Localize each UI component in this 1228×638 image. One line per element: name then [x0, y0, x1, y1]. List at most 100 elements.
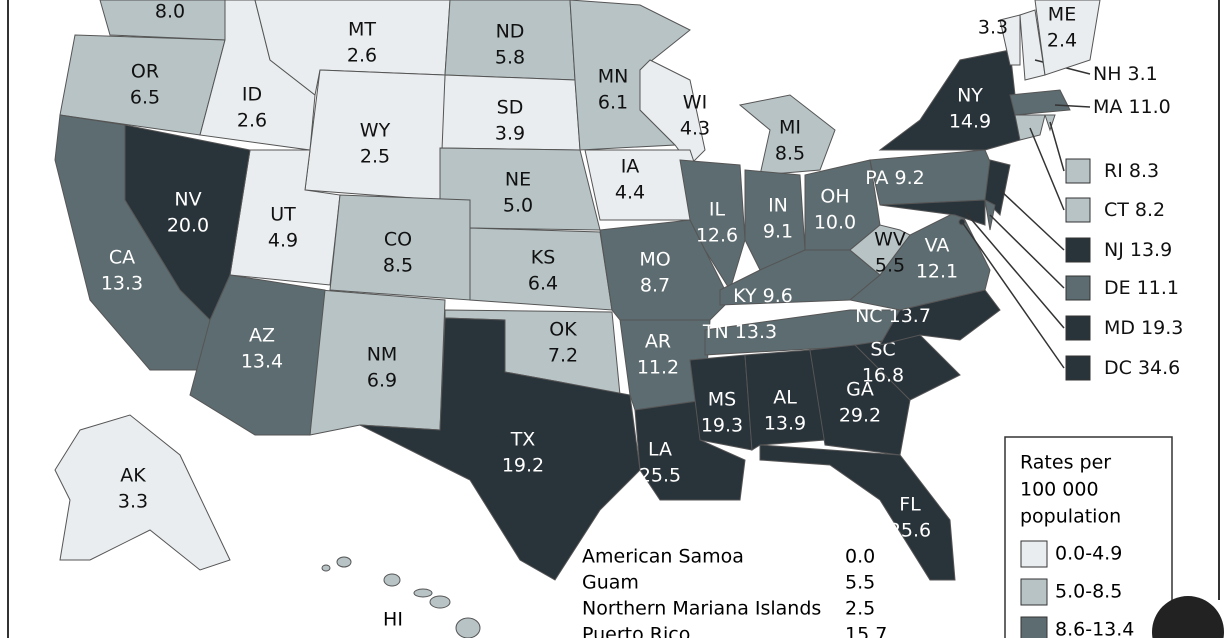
state-name: NJ [1104, 239, 1124, 261]
state-value: 5.8 [495, 47, 525, 69]
territory-name: American Samoa [582, 546, 744, 568]
state-value: 3.9 [495, 123, 525, 145]
state [999, 14, 1021, 66]
state-value: 13.4 [241, 351, 283, 373]
leader-line [989, 214, 1065, 289]
state-value: 2.4 [1047, 30, 1077, 52]
state-label: KY 9.6 [733, 285, 793, 307]
state-value: 10.0 [814, 212, 856, 234]
state-name: IL [709, 199, 726, 221]
state-value: 5.5 [875, 255, 905, 277]
legend-label: 0.0-4.9 [1055, 543, 1122, 565]
state-name: CO [384, 229, 412, 251]
island [429, 595, 451, 609]
state [809, 344, 911, 456]
state-name: OR [131, 61, 159, 83]
leader-line [999, 189, 1065, 251]
state-name: DE [1104, 277, 1131, 299]
swatch [1065, 158, 1091, 184]
state-label: PA 9.2 [865, 167, 925, 189]
hawaii [321, 556, 481, 638]
state-value: 13.9 [764, 413, 806, 435]
state-value: 25.5 [639, 465, 681, 487]
territory-value: 15.7 [845, 624, 887, 638]
state-name: MD [1104, 317, 1135, 339]
state-value: 19.3 [1141, 317, 1183, 339]
state-name: NC [855, 305, 882, 327]
state-name: KS [531, 247, 556, 269]
state-value: 9.2 [895, 167, 925, 189]
state [984, 159, 1011, 217]
legend-label: 5.0-8.5 [1055, 581, 1122, 603]
state [1034, 0, 1101, 76]
state-value: 4.4 [615, 182, 645, 204]
state-value: 34.6 [1138, 357, 1180, 379]
state-label: MD 19.3 [1104, 317, 1183, 339]
state [879, 199, 986, 226]
state-label: DC 34.6 [1104, 357, 1180, 379]
state-name: KY [733, 285, 757, 307]
state-value: 8.7 [640, 275, 670, 297]
state-value: 11.1 [1137, 277, 1179, 299]
state-value: 20.0 [167, 215, 209, 237]
menu-button[interactable] [1152, 596, 1224, 638]
state-name: IN [768, 195, 788, 217]
state-value: 4.9 [268, 230, 298, 252]
state-value: 9.1 [763, 221, 793, 243]
island [321, 564, 331, 572]
island [336, 556, 352, 568]
state-name: CA [109, 247, 135, 269]
leader-line [1054, 104, 1091, 108]
state-name: TX [510, 429, 536, 451]
state-name: FL [899, 494, 921, 516]
swatch [1065, 237, 1091, 263]
state-value: 3.3 [978, 17, 1008, 39]
state-name: UT [270, 204, 296, 226]
leader-line [1029, 127, 1065, 211]
state-name: WV [874, 229, 906, 251]
state-name: CT [1104, 199, 1129, 221]
state-value: 8.5 [775, 143, 805, 165]
state [1009, 89, 1071, 116]
state-value: 9.6 [763, 285, 793, 307]
state-label: HI [383, 609, 403, 631]
legend-label: 8.6-13.4 [1055, 619, 1134, 638]
state [738, 94, 836, 176]
state-name: MO [639, 249, 670, 271]
legend-title: 100 000 [1020, 479, 1099, 501]
legend-title: Rates per [1020, 452, 1111, 474]
state-name: WY [360, 120, 391, 142]
state-label: TN 13.3 [702, 321, 777, 343]
state-name: MA [1093, 96, 1122, 118]
state-name: AR [645, 331, 671, 353]
state [359, 317, 641, 581]
swatch [1065, 275, 1091, 301]
legend: Rates per 100 000 population 0.0-4.9 5.0-8.5… [1020, 452, 1134, 638]
island [383, 573, 401, 587]
state-name: AL [773, 387, 797, 409]
legend-title: population [1020, 506, 1121, 528]
state-value: 12.6 [696, 225, 738, 247]
state-name: NE [505, 169, 531, 191]
state-value: 2.6 [347, 45, 377, 67]
state-name: SC [870, 339, 895, 361]
state-value: 8.2 [1135, 199, 1165, 221]
state-label: RI 8.3 [1104, 160, 1159, 182]
state-value: 13.9 [1130, 239, 1172, 261]
state-value: 11.2 [637, 357, 679, 379]
state [54, 414, 231, 571]
state-name: ND [496, 21, 525, 43]
leader-line [964, 211, 1065, 329]
territory-name: Puerto Rico [582, 624, 690, 638]
state-value: 12.1 [916, 261, 958, 283]
state-value: 7.2 [548, 345, 578, 367]
state-name: VA [925, 235, 950, 257]
island [413, 588, 433, 598]
state-name: TN [702, 321, 729, 343]
territory-name: Northern Mariana Islands [582, 598, 821, 620]
leader-line [961, 221, 1065, 369]
state-name: OK [549, 319, 577, 341]
state-name: NV [174, 189, 201, 211]
states: 8.0 OR 6.5 ID 2.6 MT 2.6 ND 5.8 SD 3.9 WY 2.5 NE 5.0 MN… [54, 0, 1183, 581]
